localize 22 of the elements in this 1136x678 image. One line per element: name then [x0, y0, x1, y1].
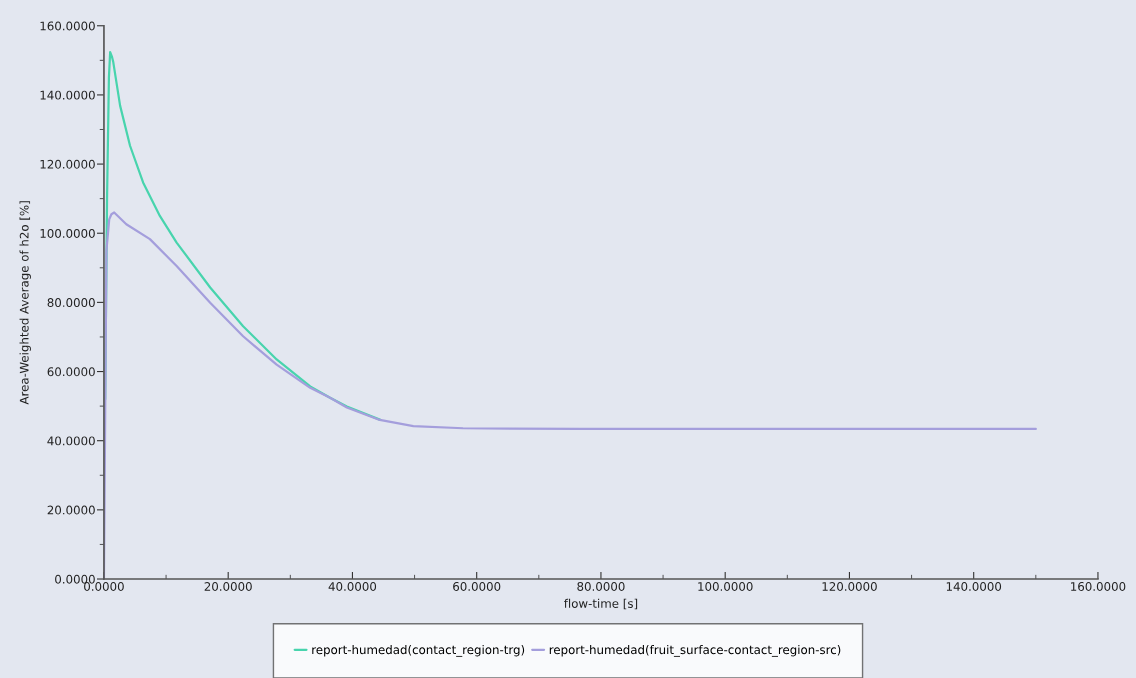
x-tick-label: 20.0000 — [204, 582, 252, 591]
x-tick-label: 100.0000 — [698, 582, 753, 591]
x-tick-label: 60.0000 — [453, 582, 501, 591]
x-tick-label: 0.0000 — [84, 582, 124, 591]
x-tick-label: 80.0000 — [577, 582, 625, 591]
y-tick-label: 100.0000 — [40, 228, 95, 238]
y-tick-label: 120.0000 — [40, 159, 95, 169]
y-tick-label: 140.0000 — [40, 90, 95, 100]
y-tick-label: 20.0000 — [47, 505, 95, 515]
y-tick-label: 160.0000 — [40, 21, 95, 31]
x-tick-label: 40.0000 — [328, 582, 377, 591]
y-tick-label: 60.0000 — [47, 367, 95, 377]
x-tick-label: 160.0000 — [1071, 582, 1126, 591]
x-tick-label: 120.0000 — [822, 582, 877, 591]
y-tick-label: 80.0000 — [47, 298, 95, 308]
legend-label: report-humedad(fruit_surface-contact_region-src) — [549, 645, 841, 657]
legend-label: report-humedad(contact_region-trg) — [312, 645, 525, 657]
y-tick-label: 0.0000 — [55, 574, 95, 584]
x-tick-label: 140.0000 — [946, 582, 1002, 591]
y-tick-label: 40.0000 — [47, 436, 95, 446]
x-axis-title: flow-time [s] — [564, 598, 638, 610]
y-axis-title: Area-Weighted Average of h2o [%] — [19, 201, 31, 405]
